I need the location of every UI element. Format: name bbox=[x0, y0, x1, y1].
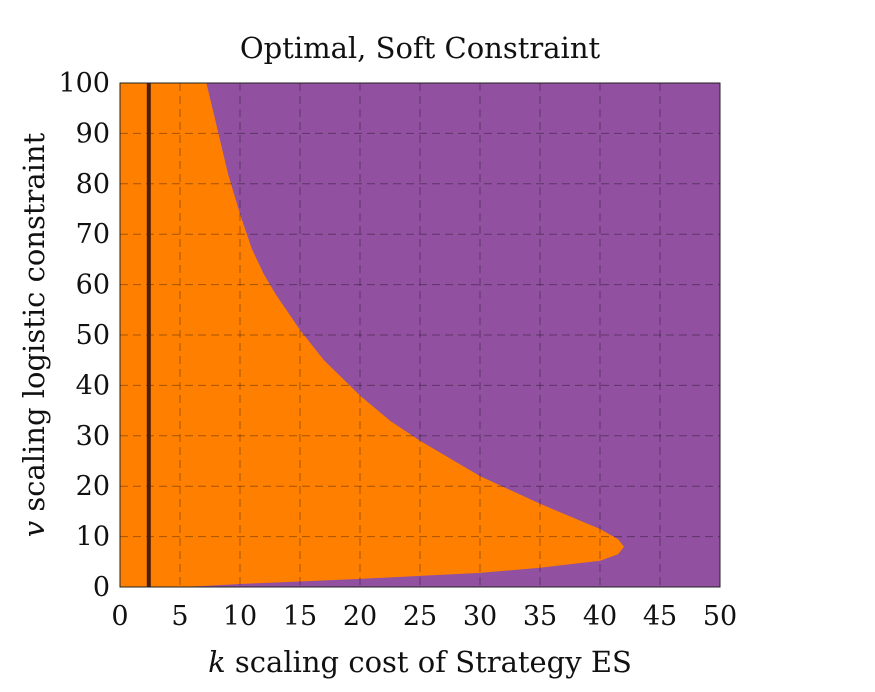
y-tick-label: 60 bbox=[76, 270, 110, 301]
y-tick-label: 0 bbox=[93, 572, 110, 603]
x-axis-label: k scaling cost of Strategy ES bbox=[208, 645, 632, 679]
x-tick-label: 40 bbox=[583, 601, 617, 632]
x-tick-labels: 0 5 10 15 20 25 30 35 40 45 50 bbox=[111, 601, 737, 632]
y-tick-label: 50 bbox=[76, 320, 110, 351]
x-tick-label: 35 bbox=[523, 601, 557, 632]
x-tick-label: 5 bbox=[171, 601, 188, 632]
x-tick-label: 20 bbox=[343, 601, 377, 632]
x-axis-text: scaling cost of Strategy ES bbox=[226, 645, 632, 679]
y-tick-label: 10 bbox=[76, 522, 110, 553]
plot-frame bbox=[119, 82, 721, 588]
y-tick-label: 70 bbox=[76, 219, 110, 250]
y-axis-text: scaling logistic constraint bbox=[17, 132, 51, 521]
grid bbox=[120, 83, 720, 587]
y-axis-label: v scaling logistic constraint bbox=[17, 132, 51, 537]
x-tick-label: 50 bbox=[703, 601, 737, 632]
y-tick-labels: 0 10 20 30 40 50 60 70 80 90 100 bbox=[58, 68, 110, 603]
orange-region bbox=[120, 83, 624, 587]
y-tick-label: 20 bbox=[76, 471, 110, 502]
x-tick-label: 15 bbox=[283, 601, 317, 632]
chart-title: Optimal, Soft Constraint bbox=[240, 31, 601, 65]
x-tick-label: 25 bbox=[403, 601, 437, 632]
x-axis-variable: k bbox=[208, 645, 226, 679]
y-tick-label: 90 bbox=[76, 118, 110, 149]
y-tick-label: 40 bbox=[76, 370, 110, 401]
y-axis-variable: v bbox=[17, 520, 51, 537]
plot-area bbox=[119, 82, 721, 588]
x-tick-label: 0 bbox=[111, 601, 128, 632]
y-tick-label: 80 bbox=[76, 169, 110, 200]
x-tick-label: 45 bbox=[643, 601, 677, 632]
x-tick-label: 10 bbox=[223, 601, 257, 632]
x-tick-label: 30 bbox=[463, 601, 497, 632]
y-tick-label: 30 bbox=[76, 421, 110, 452]
y-tick-label: 100 bbox=[58, 68, 110, 99]
